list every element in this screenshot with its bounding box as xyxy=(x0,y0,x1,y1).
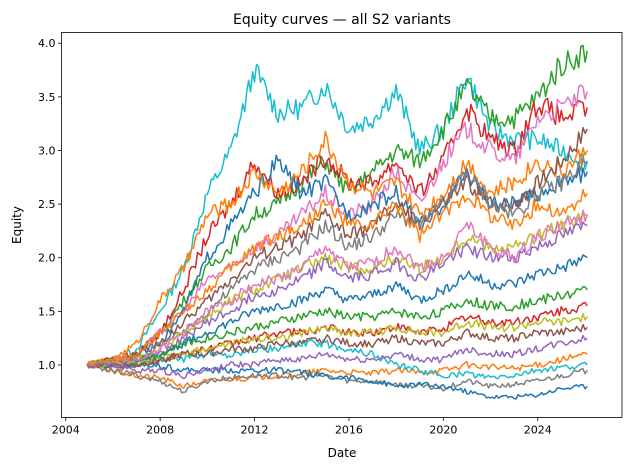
series-line-olive-b xyxy=(86,312,588,369)
chart-title: Equity curves — all S2 variants xyxy=(233,12,451,28)
y-tick-label: 3.0 xyxy=(38,144,56,157)
series-line-brown-b xyxy=(86,323,588,369)
y-tick-label: 1.5 xyxy=(38,305,56,318)
series-line-purple-b xyxy=(86,334,588,380)
x-tick-label: 2012 xyxy=(241,424,269,437)
y-tick-label: 2.5 xyxy=(38,198,56,211)
series-line-red-top xyxy=(86,97,589,369)
y-tick-label: 3.5 xyxy=(38,91,56,104)
series-line-orange-top xyxy=(86,130,588,369)
x-tick-label: 2008 xyxy=(146,424,174,437)
series-line-blue-low xyxy=(86,361,588,400)
y-tick-label: 4.0 xyxy=(38,37,56,50)
axes: 2004 2008 2012 2016 2020 2024 1.0 1.5 2.0 2.5 3.0 3… xyxy=(38,32,623,437)
y-tick-label: 2.0 xyxy=(38,252,56,265)
series-line-pink-b xyxy=(86,209,589,369)
x-tick-label: 2020 xyxy=(429,424,457,437)
x-tick-label: 2024 xyxy=(524,424,552,437)
series-line-brown-a xyxy=(86,126,588,368)
y-tick-label: 1.0 xyxy=(38,359,56,372)
plot-area xyxy=(86,44,589,400)
series-line-purple-a xyxy=(86,221,588,369)
x-axis-label: Date xyxy=(328,446,357,460)
y-axis-label: Equity xyxy=(10,206,24,244)
series-line-green-b xyxy=(86,285,588,369)
x-tick-label: 2004 xyxy=(52,424,80,437)
series-line-orange-c xyxy=(86,188,588,366)
series-line-orange-b xyxy=(86,351,588,389)
series-line-cyan-top xyxy=(86,63,589,366)
series-line-blue-b xyxy=(86,254,588,369)
axes-frame xyxy=(61,32,623,418)
x-tick-label: 2016 xyxy=(335,424,363,437)
